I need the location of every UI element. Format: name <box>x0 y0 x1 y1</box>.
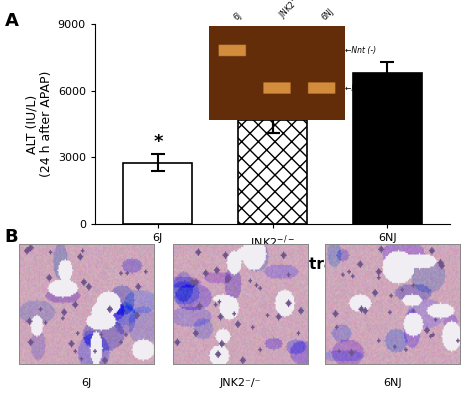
Y-axis label: ALT (IU/L)
(24 h after APAP): ALT (IU/L) (24 h after APAP) <box>26 71 54 177</box>
Text: JNK2⁻/⁻: JNK2⁻/⁻ <box>220 378 261 388</box>
Text: A: A <box>5 12 18 30</box>
Text: *: * <box>153 133 163 151</box>
Text: 6NJ: 6NJ <box>383 378 401 388</box>
Text: B: B <box>5 228 18 246</box>
X-axis label: C57BL/6 substrain: C57BL/6 substrain <box>194 257 351 272</box>
Text: #: # <box>265 84 280 102</box>
Bar <box>353 73 422 224</box>
Text: 6J: 6J <box>82 378 91 388</box>
Bar <box>123 163 192 224</box>
Bar <box>238 120 307 224</box>
